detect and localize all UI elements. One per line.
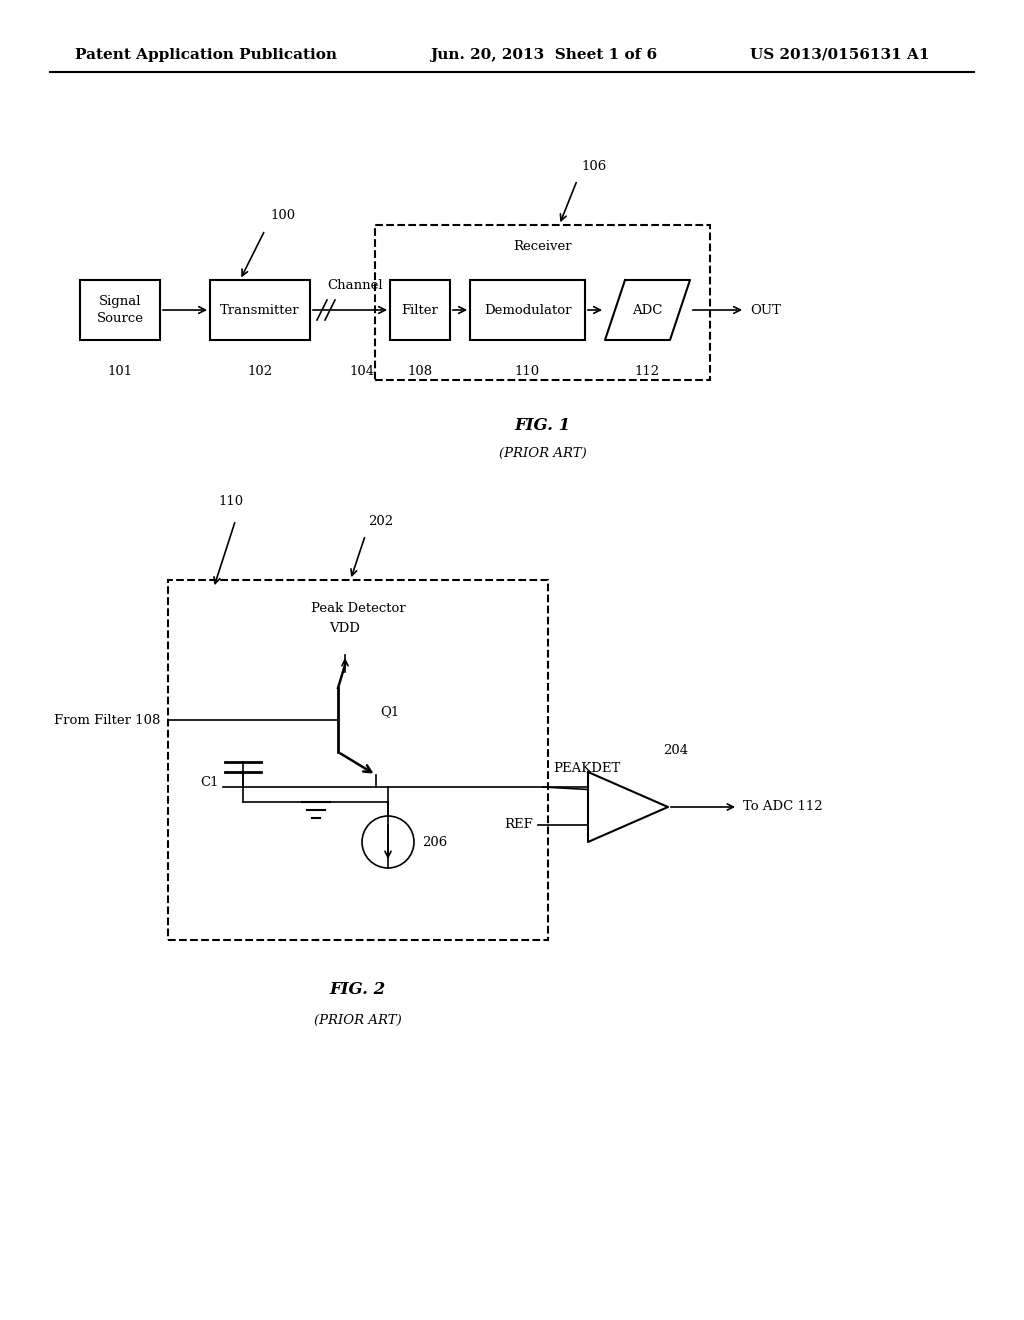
Text: 104: 104 bbox=[349, 366, 375, 378]
Text: (PRIOR ART): (PRIOR ART) bbox=[314, 1014, 401, 1027]
Text: ADC: ADC bbox=[632, 304, 663, 317]
Text: Q1: Q1 bbox=[380, 705, 399, 718]
Text: 204: 204 bbox=[663, 744, 688, 756]
Text: Filter: Filter bbox=[401, 304, 438, 317]
Text: 101: 101 bbox=[108, 366, 132, 378]
Text: 108: 108 bbox=[408, 366, 432, 378]
Text: C1: C1 bbox=[201, 776, 219, 788]
Bar bbox=[470, 280, 585, 341]
Text: Signal
Source: Signal Source bbox=[96, 296, 143, 325]
Text: 110: 110 bbox=[515, 366, 540, 378]
Text: Jun. 20, 2013  Sheet 1 of 6: Jun. 20, 2013 Sheet 1 of 6 bbox=[430, 48, 657, 62]
Text: Receiver: Receiver bbox=[513, 240, 571, 253]
Text: 112: 112 bbox=[635, 366, 660, 378]
Text: 110: 110 bbox=[218, 495, 244, 508]
Text: PEAKDET: PEAKDET bbox=[553, 762, 621, 775]
Text: 100: 100 bbox=[270, 209, 295, 222]
Text: OUT: OUT bbox=[750, 304, 781, 317]
Text: REF: REF bbox=[504, 818, 534, 832]
Bar bbox=[375, 224, 710, 380]
Text: 202: 202 bbox=[369, 515, 393, 528]
Text: 102: 102 bbox=[248, 366, 272, 378]
Text: Transmitter: Transmitter bbox=[220, 304, 300, 317]
Text: To ADC 112: To ADC 112 bbox=[743, 800, 822, 813]
Text: FIG. 1: FIG. 1 bbox=[514, 417, 570, 433]
Text: Demodulator: Demodulator bbox=[483, 304, 571, 317]
Text: US 2013/0156131 A1: US 2013/0156131 A1 bbox=[750, 48, 930, 62]
Bar bbox=[210, 280, 310, 341]
Bar bbox=[168, 579, 548, 940]
Text: 106: 106 bbox=[582, 160, 606, 173]
Text: Channel: Channel bbox=[328, 279, 383, 292]
Text: Peak Detector: Peak Detector bbox=[310, 602, 406, 615]
Text: (PRIOR ART): (PRIOR ART) bbox=[499, 446, 587, 459]
Text: FIG. 2: FIG. 2 bbox=[330, 982, 386, 998]
Bar bbox=[80, 280, 160, 341]
Text: From Filter 108: From Filter 108 bbox=[53, 714, 160, 726]
Text: Patent Application Publication: Patent Application Publication bbox=[75, 48, 337, 62]
Text: VDD: VDD bbox=[330, 622, 360, 635]
Bar bbox=[390, 280, 450, 341]
Text: 206: 206 bbox=[422, 836, 447, 849]
